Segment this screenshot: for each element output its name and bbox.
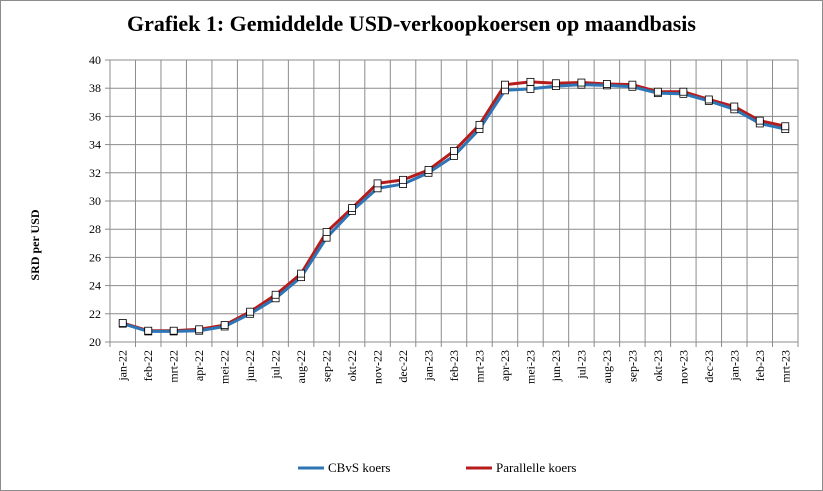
point-parallel-10 — [373, 179, 382, 188]
x-tick-label-feb-23-25: feb-23 — [753, 350, 767, 381]
point-parallel-12 — [424, 166, 433, 174]
point-parallel-8 — [322, 228, 331, 236]
point-parallel-20 — [628, 80, 637, 89]
x-tick-label-aug-23-19: aug-23 — [600, 350, 614, 383]
x-tick-label-mei-23-16: mei-23 — [523, 350, 537, 384]
x-tick-label-jan-22-0: jan-22 — [116, 350, 130, 382]
y-tick-label-28: 28 — [89, 222, 101, 236]
gridlines — [109, 59, 799, 343]
x-tick-label-sep-22-8: sep-22 — [320, 350, 334, 382]
point-parallel-6 — [271, 290, 280, 299]
point-parallel-18 — [577, 78, 586, 87]
x-tick-label-feb-23-13: feb-23 — [447, 350, 461, 381]
y-tick-label-30: 30 — [89, 194, 101, 208]
x-tick-label-jun-22-5: jun-22 — [243, 350, 257, 382]
tick-labels: 20 22 24 26 28 30 32 34 36 38 40 jan-22 feb-22 mrt-22… — [89, 53, 792, 384]
point-parallel-13 — [450, 147, 458, 155]
x-tick-label-okt-22-9: okt-22 — [345, 350, 359, 381]
x-tick-label-mrt-22-2: mrt-22 — [167, 350, 181, 383]
y-tick-label-34: 34 — [89, 138, 101, 152]
point-parallel-24 — [730, 102, 739, 111]
y-tick-label-40: 40 — [89, 53, 101, 67]
y-tick-label-32: 32 — [89, 166, 101, 180]
point-parallel-22 — [679, 87, 688, 96]
y-tick-label-26: 26 — [89, 250, 101, 264]
point-parallel-26 — [781, 122, 790, 131]
x-tick-label-mrt-23-14: mrt-23 — [472, 350, 486, 383]
y-tick-label-36: 36 — [89, 109, 101, 123]
point-cbvs-16 — [526, 85, 535, 93]
point-parallel-23 — [704, 95, 713, 104]
series-line-parallel — [121, 80, 787, 333]
x-tick-label-dec-22-11: dec-22 — [396, 350, 410, 383]
x-tick-label-jan-23-24: jan-23 — [727, 350, 741, 382]
point-parallel-16 — [526, 77, 535, 86]
y-tick-label-38: 38 — [89, 81, 101, 95]
point-parallel-0 — [118, 319, 127, 327]
series-line-cbvs — [121, 83, 787, 333]
point-parallel-1 — [144, 326, 153, 335]
y-tick-label-20: 20 — [89, 335, 101, 349]
point-parallel-11 — [399, 175, 407, 184]
legend-label-cbvs: CBvS koers — [328, 460, 390, 475]
x-tick-label-feb-22-1: feb-22 — [141, 350, 155, 381]
x-tick-label-nov-23-22: nov-23 — [676, 350, 690, 384]
point-parallel-19 — [602, 80, 611, 88]
point-parallel-5 — [246, 307, 255, 316]
y-tick-label-22: 22 — [89, 307, 101, 321]
point-parallel-15 — [501, 80, 509, 89]
x-tick-label-jan-23-12: jan-23 — [422, 350, 436, 382]
point-parallel-2 — [169, 326, 178, 335]
point-parallel-3 — [195, 325, 204, 334]
x-tick-label-jul-22-6: jul-22 — [269, 350, 283, 380]
point-parallel-7 — [297, 269, 306, 278]
point-parallel-17 — [552, 79, 560, 88]
x-tick-label-dec-23-23: dec-23 — [702, 350, 716, 383]
x-tick-label-jul-23-18: jul-23 — [574, 350, 588, 380]
legend: CBvS koers Parallelle koers — [298, 460, 577, 475]
x-tick-label-sep-23-20: sep-23 — [625, 350, 639, 382]
point-parallel-21 — [653, 87, 662, 96]
x-tick-label-jun-23-17: jun-23 — [549, 350, 563, 382]
x-tick-label-mei-22-4: mei-22 — [218, 350, 232, 384]
chart-title: Grafiek 1: Gemiddelde USD-verkoopkoersen… — [127, 11, 696, 36]
point-parallel-14 — [475, 120, 484, 129]
y-tick-label-24: 24 — [89, 279, 101, 293]
y-axis-title: SRD per USD — [28, 209, 42, 280]
point-parallel-25 — [755, 116, 764, 125]
legend-label-parallel: Parallelle koers — [496, 460, 577, 475]
x-tick-label-mrt-23-26: mrt-23 — [778, 350, 792, 383]
point-parallel-4 — [220, 321, 229, 329]
x-tick-label-aug-22-7: aug-22 — [294, 350, 308, 383]
x-tick-label-apr-22-3: apr-22 — [192, 350, 206, 381]
point-parallel-9 — [348, 204, 356, 212]
series-lines — [121, 80, 787, 333]
x-tick-label-nov-22-10: nov-22 — [371, 350, 385, 384]
x-tick-label-apr-23-15: apr-23 — [498, 350, 512, 381]
axes — [105, 59, 799, 347]
x-tick-label-okt-23-21: okt-23 — [651, 350, 665, 381]
series-markers — [118, 77, 790, 336]
